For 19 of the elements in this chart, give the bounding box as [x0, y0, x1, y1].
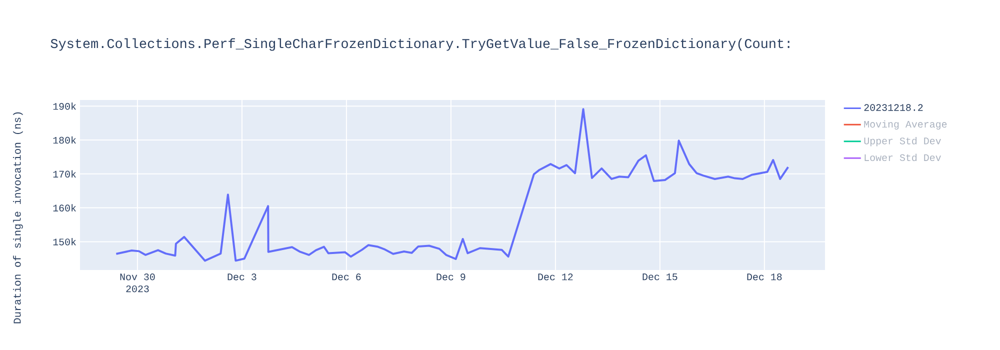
x-tick-label: Dec 18 — [747, 274, 782, 280]
chart-title: System.Collections.Perf_SingleCharFrozenDictionary.TryGetValue_False_FrozenDictionary(Count: — [50, 38, 790, 51]
x-tick-label: Dec 6 — [332, 274, 361, 280]
x-tick-label: Dec 12 — [538, 274, 573, 280]
legend-label: Upper Std Dev — [864, 137, 941, 146]
legend-label: 20231218.2 — [864, 104, 923, 111]
x-tick-label: Nov 30 2023 — [120, 274, 155, 292]
y-tick-label: 170k — [53, 170, 76, 178]
y-axis-title: Duration of single invocation (ns) — [13, 112, 23, 324]
line-series — [115, 108, 790, 262]
x-tick-label: Dec 9 — [436, 274, 466, 280]
y-tick-label: 190k — [53, 102, 76, 110]
y-tick-label: 160k — [53, 204, 76, 212]
x-tick-label: Dec 3 — [228, 274, 256, 280]
y-tick-label: 180k — [53, 136, 76, 144]
legend-label: Lower Std Dev — [864, 154, 941, 162]
legend-label: Moving Average — [864, 120, 947, 130]
y-tick-label: 150k — [53, 238, 76, 246]
x-tick-label: Dec 15 — [642, 274, 678, 280]
